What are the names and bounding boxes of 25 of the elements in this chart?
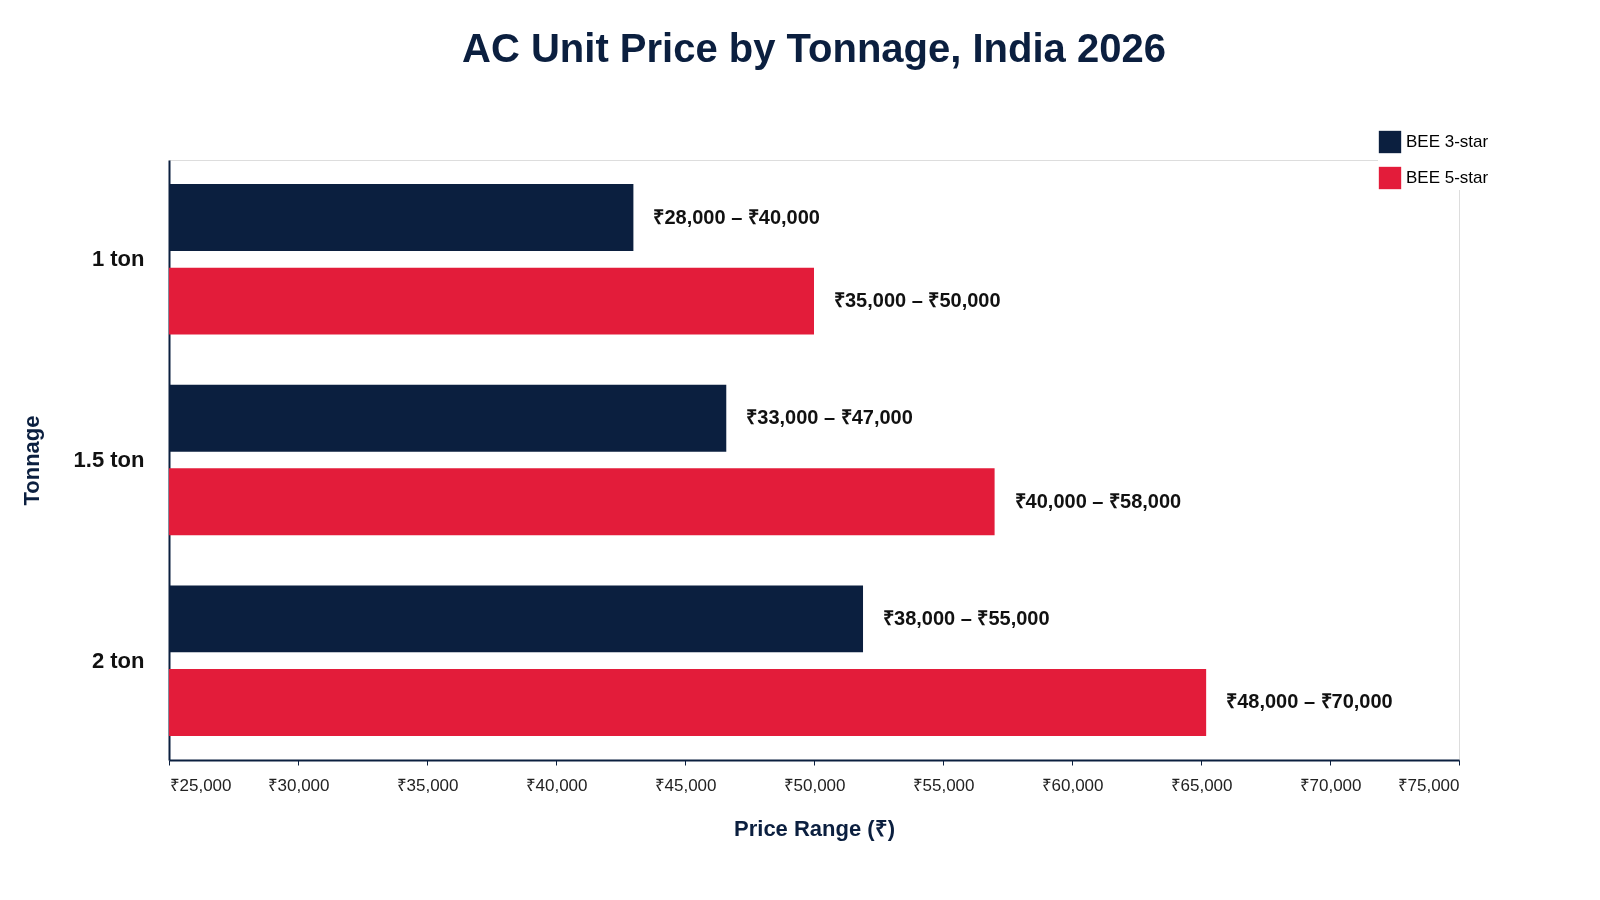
y-tick-label: 1 ton [91, 246, 145, 272]
data-label: ₹35,000 – ₹50,000 [834, 289, 1001, 312]
y-tick-label: 1.5 ton [73, 447, 145, 472]
y-axis-title: Tonnage [18, 415, 44, 506]
data-label: ₹40,000 – ₹58,000 [1014, 489, 1182, 512]
x-tick-label: ₹55,000 [912, 775, 975, 795]
legend-label: BEE 3-star [1406, 132, 1489, 151]
x-tick-label: ₹35,000 [396, 775, 459, 795]
data-label: ₹28,000 – ₹40,000 [653, 205, 820, 228]
x-tick-label: ₹70,000 [1299, 775, 1362, 795]
x-tick-label: ₹40,000 [525, 775, 588, 795]
data-label: ₹48,000 – ₹70,000 [1226, 690, 1393, 713]
x-axis-title: Price Range (₹) [734, 815, 895, 841]
x-tick-label: ₹60,000 [1041, 775, 1104, 795]
x-tick-label: ₹45,000 [654, 775, 717, 795]
y-tick-label: 2 ton [91, 647, 145, 673]
x-tick-label: ₹30,000 [267, 775, 330, 795]
legend-label: BEE 5-star [1406, 168, 1489, 187]
data-label: ₹33,000 – ₹47,000 [746, 406, 913, 429]
x-tick-label: ₹50,000 [783, 775, 846, 795]
chart-title: AC Unit Price by Tonnage, India 2026 [462, 26, 1166, 70]
data-label: ₹38,000 – ₹55,000 [883, 606, 1050, 629]
x-tick-label: ₹25,000 [169, 775, 232, 795]
x-tick-label: ₹75,000 [1397, 775, 1460, 795]
x-tick-label: ₹65,000 [1170, 775, 1233, 795]
